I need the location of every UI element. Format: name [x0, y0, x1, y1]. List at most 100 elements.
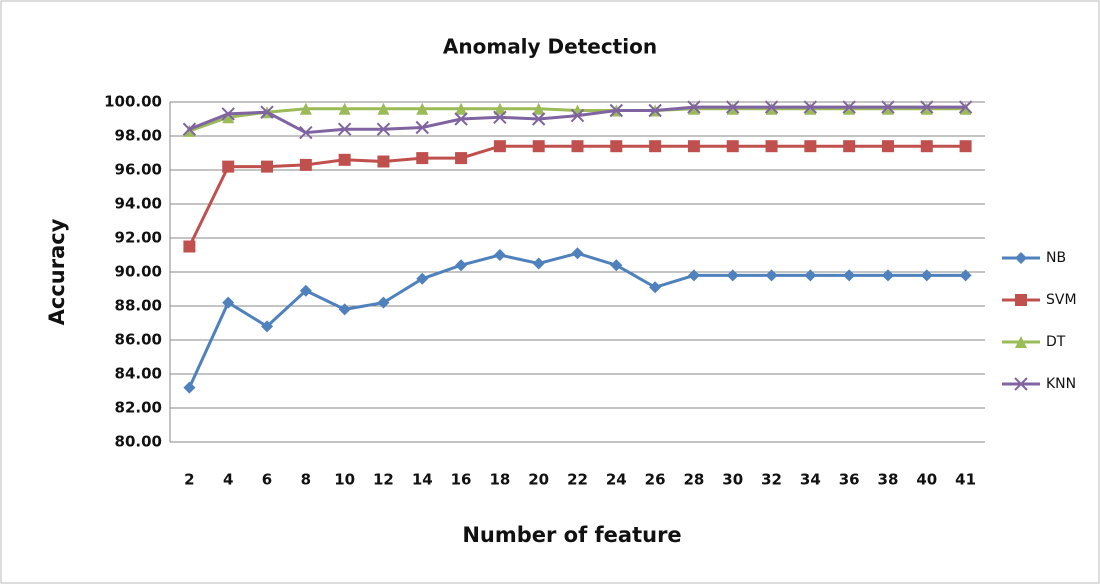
marker — [338, 153, 351, 166]
marker — [570, 108, 585, 123]
legend-label: DT — [1046, 334, 1066, 350]
x-tick-label: 36 — [839, 471, 860, 489]
marker — [454, 112, 468, 126]
marker — [687, 102, 700, 115]
marker — [493, 249, 506, 261]
x-tick-label: 32 — [761, 471, 782, 489]
marker — [183, 124, 196, 137]
marker — [299, 284, 312, 297]
legend-label: KNN — [1046, 376, 1076, 392]
chart-title: Anomaly Detection — [443, 35, 657, 59]
marker — [920, 100, 934, 114]
marker — [920, 140, 933, 153]
marker — [531, 112, 546, 126]
x-tick-label: 22 — [567, 471, 588, 489]
marker — [726, 269, 739, 282]
x-tick-label: 24 — [606, 471, 627, 489]
y-tick-label: 86.00 — [115, 331, 162, 349]
x-tick-label: 2 — [184, 471, 194, 489]
marker — [455, 152, 468, 165]
marker — [416, 272, 429, 285]
marker — [609, 103, 624, 118]
marker — [726, 100, 740, 114]
marker — [532, 257, 545, 270]
marker — [493, 102, 506, 115]
marker — [182, 122, 197, 136]
marker — [687, 140, 700, 153]
marker — [959, 102, 972, 115]
marker — [920, 102, 933, 115]
marker — [377, 102, 390, 115]
marker — [649, 140, 662, 153]
marker — [687, 100, 701, 114]
marker — [765, 102, 778, 115]
x-tick-label: 30 — [722, 471, 743, 489]
marker — [610, 140, 623, 153]
x-tick-label: 20 — [528, 471, 549, 489]
legend-marker — [1014, 377, 1028, 391]
marker — [222, 160, 235, 173]
marker — [415, 120, 429, 135]
y-tick-label: 96.00 — [115, 161, 162, 179]
marker — [376, 122, 391, 136]
x-tick-label: 41 — [955, 471, 976, 489]
marker — [842, 100, 856, 114]
x-tick-label: 38 — [878, 471, 899, 489]
marker — [455, 259, 468, 272]
marker — [764, 100, 779, 114]
marker — [183, 381, 196, 394]
marker — [571, 140, 584, 153]
marker — [338, 102, 351, 115]
y-tick-label: 82.00 — [115, 399, 162, 417]
marker — [881, 269, 894, 282]
marker — [416, 152, 429, 165]
x-tick-label: 12 — [373, 471, 394, 489]
marker — [455, 102, 468, 115]
x-axis-label: Number of feature — [462, 523, 681, 547]
x-tick-label: 28 — [683, 471, 704, 489]
y-tick-label: 98.00 — [115, 127, 162, 145]
marker — [571, 247, 584, 260]
marker — [610, 259, 623, 272]
marker — [687, 269, 700, 282]
marker — [843, 102, 856, 115]
marker — [804, 269, 817, 282]
marker — [959, 269, 972, 282]
marker — [493, 140, 506, 153]
marker — [338, 303, 351, 316]
marker — [726, 140, 739, 153]
y-tick-label: 88.00 — [115, 297, 162, 315]
marker — [648, 103, 662, 118]
marker — [765, 140, 778, 153]
marker — [881, 102, 894, 115]
x-tick-label: 4 — [223, 471, 233, 489]
legend-marker — [1015, 336, 1027, 348]
legend-marker — [1015, 294, 1027, 306]
x-tick-label: 40 — [916, 471, 937, 489]
marker — [881, 100, 895, 114]
marker — [222, 296, 235, 309]
marker — [881, 140, 894, 153]
marker — [958, 100, 973, 114]
marker — [261, 320, 274, 333]
x-tick-label: 18 — [489, 471, 510, 489]
x-tick-label: 10 — [334, 471, 355, 489]
marker — [843, 269, 856, 282]
legend-label: SVM — [1046, 292, 1077, 308]
y-tick-label: 94.00 — [115, 195, 162, 213]
x-tick-label: 16 — [451, 471, 472, 489]
marker — [377, 296, 390, 309]
marker — [765, 269, 778, 282]
legend-label: NB — [1046, 250, 1066, 266]
marker — [920, 269, 933, 282]
marker — [532, 140, 545, 153]
marker — [726, 102, 739, 115]
y-tick-label: 80.00 — [115, 433, 162, 451]
x-tick-label: 34 — [800, 471, 821, 489]
marker — [337, 122, 352, 136]
marker — [843, 140, 856, 153]
marker — [804, 102, 817, 115]
marker — [221, 107, 235, 121]
y-tick-label: 92.00 — [115, 229, 162, 247]
